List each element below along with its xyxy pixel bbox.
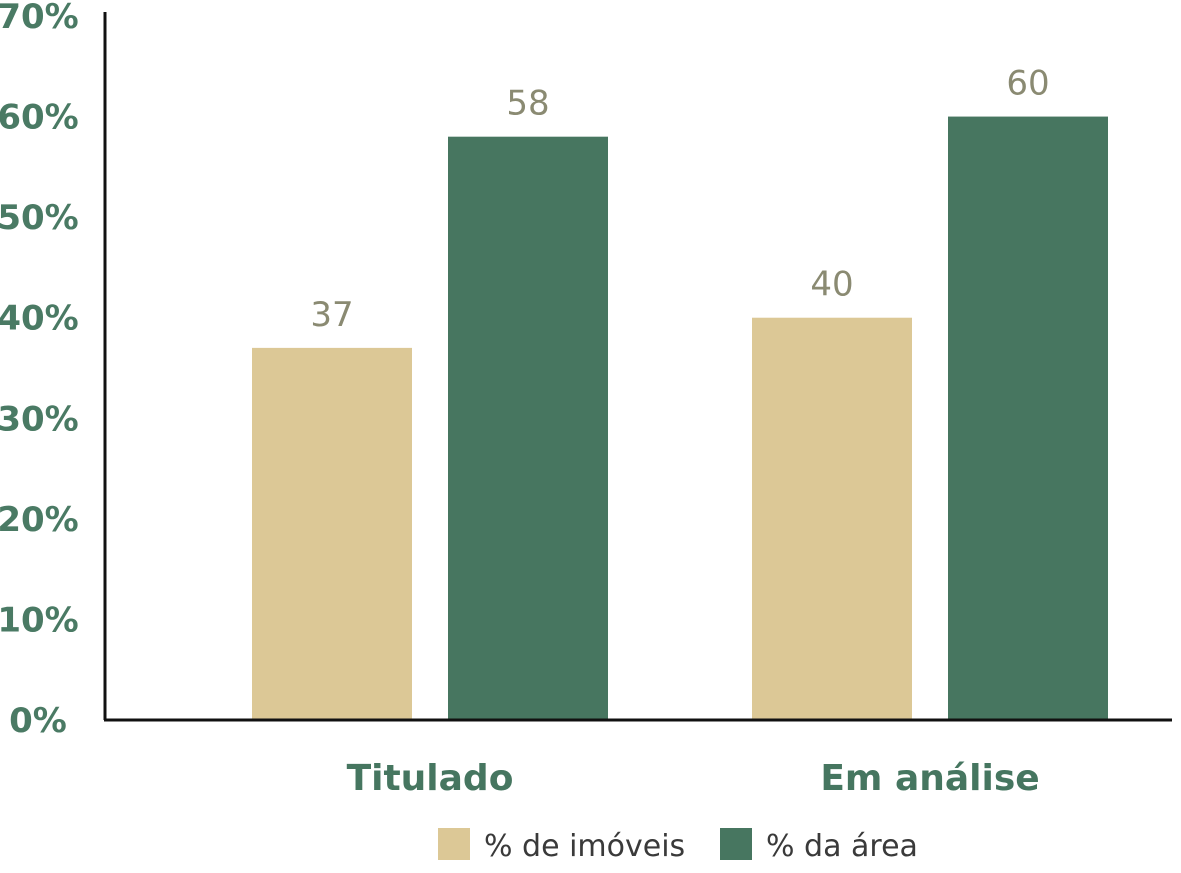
bar-imoveis-em-analise — [752, 317, 912, 720]
y-tick-label: 30% — [0, 399, 79, 439]
data-label: 60 — [1006, 64, 1049, 104]
x-axis-ticks: Titulado Em análise — [347, 758, 1040, 799]
legend: % de imóveis % da área — [438, 828, 918, 864]
legend-label: % de imóveis — [484, 829, 685, 864]
bars — [252, 116, 1108, 721]
legend-label: % da área — [766, 829, 918, 864]
bar-imoveis-titulado — [252, 347, 412, 720]
y-axis-ticks: 0% 10% 20% 30% 40% 50% 60% 70% — [0, 0, 79, 741]
x-tick-label: Em análise — [820, 758, 1039, 799]
x-tick-label: Titulado — [347, 758, 514, 799]
y-tick-label: 50% — [0, 198, 79, 238]
y-tick-label: 0% — [9, 701, 67, 741]
data-label: 40 — [810, 265, 853, 305]
y-tick-label: 70% — [0, 0, 79, 37]
data-label: 58 — [506, 84, 549, 124]
y-tick-label: 40% — [0, 299, 79, 339]
data-labels: 37 58 40 60 — [310, 64, 1049, 335]
y-tick-label: 60% — [0, 98, 79, 138]
y-tick-label: 10% — [0, 600, 79, 640]
legend-swatch — [720, 828, 752, 860]
bar-area-em-analise — [948, 116, 1108, 721]
bar-area-titulado — [448, 136, 608, 720]
y-tick-label: 20% — [0, 500, 79, 540]
data-label: 37 — [310, 295, 353, 335]
legend-swatch — [438, 828, 470, 860]
